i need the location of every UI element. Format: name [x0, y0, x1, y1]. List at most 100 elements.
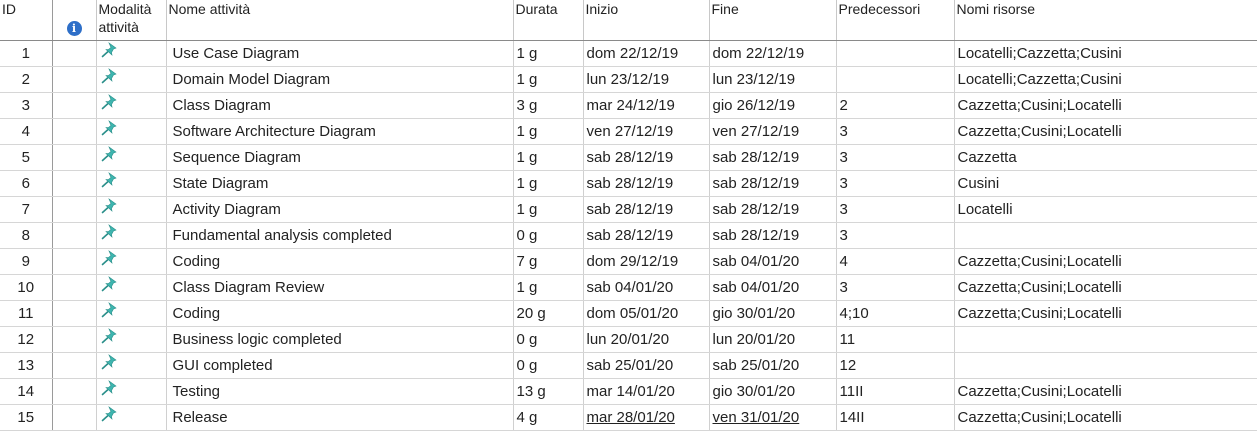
- row-id-cell[interactable]: 4: [0, 118, 53, 145]
- resources-cell[interactable]: Cazzetta;Cusini;Locatelli: [954, 274, 1257, 301]
- task-mode-cell[interactable]: [96, 170, 167, 197]
- predecessors-cell[interactable]: 3: [836, 144, 955, 171]
- duration-cell[interactable]: 4 g: [513, 404, 584, 431]
- finish-cell[interactable]: lun 23/12/19: [709, 66, 837, 93]
- resources-cell[interactable]: Locatelli: [954, 196, 1257, 223]
- predecessors-cell[interactable]: 2: [836, 92, 955, 119]
- duration-cell[interactable]: 1 g: [513, 196, 584, 223]
- resources-cell[interactable]: [954, 222, 1257, 249]
- task-row[interactable]: 1 Use Case Diagram 1 g dom 22/12/19 dom …: [0, 40, 1257, 67]
- start-cell[interactable]: sab 28/12/19: [583, 196, 710, 223]
- row-id-cell[interactable]: 15: [0, 404, 53, 431]
- resources-cell[interactable]: Cusini: [954, 170, 1257, 197]
- start-cell[interactable]: mar 28/01/20: [583, 404, 710, 431]
- indicators-cell[interactable]: [52, 300, 97, 327]
- task-name-cell[interactable]: Class Diagram: [166, 92, 514, 119]
- task-mode-cell[interactable]: [96, 144, 167, 171]
- indicators-cell[interactable]: [52, 92, 97, 119]
- duration-cell[interactable]: 20 g: [513, 300, 584, 327]
- resources-cell[interactable]: [954, 352, 1257, 379]
- finish-cell[interactable]: sab 28/12/19: [709, 196, 837, 223]
- column-header-predecessors[interactable]: Predecessori: [836, 0, 955, 41]
- start-cell[interactable]: dom 22/12/19: [583, 40, 710, 67]
- predecessors-cell[interactable]: 3: [836, 170, 955, 197]
- indicators-cell[interactable]: [52, 118, 97, 145]
- task-row[interactable]: 4 Software Architecture Diagram 1 g ven …: [0, 118, 1257, 145]
- task-row[interactable]: 11 Coding 20 g dom 05/01/20 gio 30/01/20…: [0, 300, 1257, 327]
- duration-cell[interactable]: 13 g: [513, 378, 584, 405]
- row-id-cell[interactable]: 3: [0, 92, 53, 119]
- finish-cell[interactable]: lun 20/01/20: [709, 326, 837, 353]
- row-id-cell[interactable]: 14: [0, 378, 53, 405]
- task-mode-cell[interactable]: [96, 378, 167, 405]
- task-mode-cell[interactable]: [96, 404, 167, 431]
- start-cell[interactable]: lun 23/12/19: [583, 66, 710, 93]
- indicators-cell[interactable]: [52, 378, 97, 405]
- column-header-task-mode[interactable]: Modalità attività: [96, 0, 167, 41]
- start-cell[interactable]: ven 27/12/19: [583, 118, 710, 145]
- task-name-cell[interactable]: Activity Diagram: [166, 196, 514, 223]
- column-header-resources[interactable]: Nomi risorse: [954, 0, 1257, 41]
- resources-cell[interactable]: Locatelli;Cazzetta;Cusini: [954, 66, 1257, 93]
- predecessors-cell[interactable]: 3: [836, 222, 955, 249]
- resources-cell[interactable]: Cazzetta;Cusini;Locatelli: [954, 404, 1257, 431]
- row-id-cell[interactable]: 13: [0, 352, 53, 379]
- row-id-cell[interactable]: 11: [0, 300, 53, 327]
- row-id-cell[interactable]: 5: [0, 144, 53, 171]
- duration-cell[interactable]: 0 g: [513, 222, 584, 249]
- task-row[interactable]: 8 Fundamental analysis completed 0 g sab…: [0, 222, 1257, 249]
- resources-cell[interactable]: Cazzetta;Cusini;Locatelli: [954, 248, 1257, 275]
- indicators-cell[interactable]: [52, 248, 97, 275]
- task-name-cell[interactable]: Business logic completed: [166, 326, 514, 353]
- indicators-cell[interactable]: [52, 170, 97, 197]
- duration-cell[interactable]: 0 g: [513, 326, 584, 353]
- predecessors-cell[interactable]: [836, 40, 955, 67]
- task-name-cell[interactable]: GUI completed: [166, 352, 514, 379]
- duration-cell[interactable]: 3 g: [513, 92, 584, 119]
- indicators-cell[interactable]: [52, 66, 97, 93]
- task-name-cell[interactable]: Class Diagram Review: [166, 274, 514, 301]
- duration-cell[interactable]: 7 g: [513, 248, 584, 275]
- finish-cell[interactable]: gio 26/12/19: [709, 92, 837, 119]
- indicators-cell[interactable]: [52, 404, 97, 431]
- task-mode-cell[interactable]: [96, 222, 167, 249]
- start-cell[interactable]: dom 29/12/19: [583, 248, 710, 275]
- task-row[interactable]: 6 State Diagram 1 g sab 28/12/19 sab 28/…: [0, 170, 1257, 197]
- task-row[interactable]: 13 GUI completed 0 g sab 25/01/20 sab 25…: [0, 352, 1257, 379]
- duration-cell[interactable]: 1 g: [513, 66, 584, 93]
- duration-cell[interactable]: 0 g: [513, 352, 584, 379]
- resources-cell[interactable]: Cazzetta;Cusini;Locatelli: [954, 300, 1257, 327]
- task-name-cell[interactable]: Domain Model Diagram: [166, 66, 514, 93]
- predecessors-cell[interactable]: 11: [836, 326, 955, 353]
- column-header-start[interactable]: Inizio: [583, 0, 710, 41]
- predecessors-cell[interactable]: 4: [836, 248, 955, 275]
- predecessors-cell[interactable]: 11II: [836, 378, 955, 405]
- finish-cell[interactable]: sab 28/12/19: [709, 170, 837, 197]
- predecessors-cell[interactable]: 3: [836, 118, 955, 145]
- finish-cell[interactable]: sab 04/01/20: [709, 274, 837, 301]
- column-header-finish[interactable]: Fine: [709, 0, 837, 41]
- start-cell[interactable]: sab 28/12/19: [583, 170, 710, 197]
- start-cell[interactable]: lun 20/01/20: [583, 326, 710, 353]
- duration-cell[interactable]: 1 g: [513, 170, 584, 197]
- task-row[interactable]: 3 Class Diagram 3 g mar 24/12/19 gio 26/…: [0, 92, 1257, 119]
- finish-cell[interactable]: sab 28/12/19: [709, 144, 837, 171]
- task-mode-cell[interactable]: [96, 274, 167, 301]
- task-row[interactable]: 9 Coding 7 g dom 29/12/19 sab 04/01/20 4…: [0, 248, 1257, 275]
- task-name-cell[interactable]: Testing: [166, 378, 514, 405]
- indicators-cell[interactable]: [52, 196, 97, 223]
- task-mode-cell[interactable]: [96, 118, 167, 145]
- task-mode-cell[interactable]: [96, 66, 167, 93]
- start-cell[interactable]: mar 24/12/19: [583, 92, 710, 119]
- predecessors-cell[interactable]: 3: [836, 196, 955, 223]
- column-header-task-name[interactable]: Nome attività: [166, 0, 514, 41]
- finish-cell[interactable]: ven 27/12/19: [709, 118, 837, 145]
- task-mode-cell[interactable]: [96, 352, 167, 379]
- task-row[interactable]: 2 Domain Model Diagram 1 g lun 23/12/19 …: [0, 66, 1257, 93]
- task-row[interactable]: 5 Sequence Diagram 1 g sab 28/12/19 sab …: [0, 144, 1257, 171]
- resources-cell[interactable]: Locatelli;Cazzetta;Cusini: [954, 40, 1257, 67]
- start-cell[interactable]: sab 28/12/19: [583, 144, 710, 171]
- task-mode-cell[interactable]: [96, 40, 167, 67]
- resources-cell[interactable]: Cazzetta: [954, 144, 1257, 171]
- task-name-cell[interactable]: Coding: [166, 300, 514, 327]
